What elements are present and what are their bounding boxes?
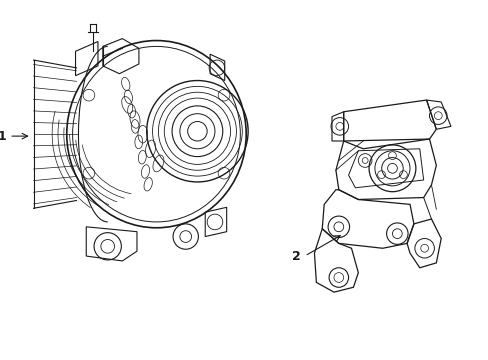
Text: 2: 2	[291, 249, 300, 262]
Circle shape	[187, 121, 207, 141]
Text: 1: 1	[0, 130, 6, 143]
